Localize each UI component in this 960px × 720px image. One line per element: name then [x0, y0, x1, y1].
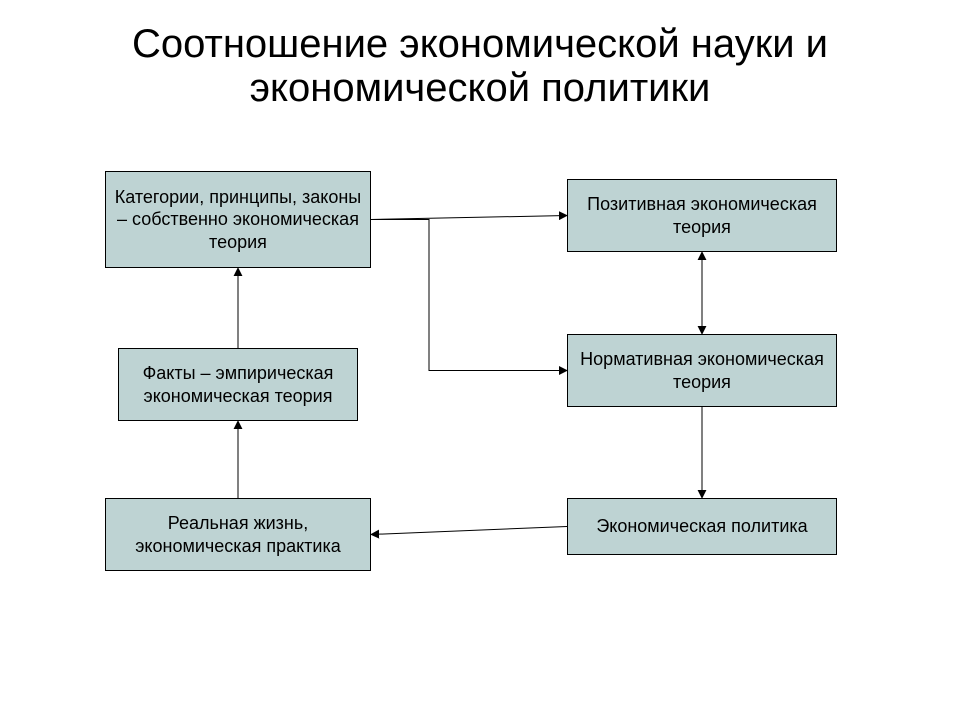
- edge-policy-reality: [371, 527, 567, 535]
- slide-title: Соотношение экономической науки и эконом…: [0, 22, 960, 110]
- edge-categories-normative: [371, 220, 567, 371]
- flowchart-node-reality: Реальная жизнь, экономическая практика: [105, 498, 371, 571]
- flowchart-node-facts: Факты – эмпирическая экономическая теори…: [118, 348, 358, 421]
- flowchart-node-normative: Нормативная экономическая теория: [567, 334, 837, 407]
- flowchart-node-positive: Позитивная экономическая теория: [567, 179, 837, 252]
- edge-categories-positive: [371, 216, 567, 220]
- slide: { "title": { "text": "Соотношение эконом…: [0, 0, 960, 720]
- flowchart-node-categories: Категории, принципы, законы – собственно…: [105, 171, 371, 268]
- flowchart-node-policy: Экономическая политика: [567, 498, 837, 555]
